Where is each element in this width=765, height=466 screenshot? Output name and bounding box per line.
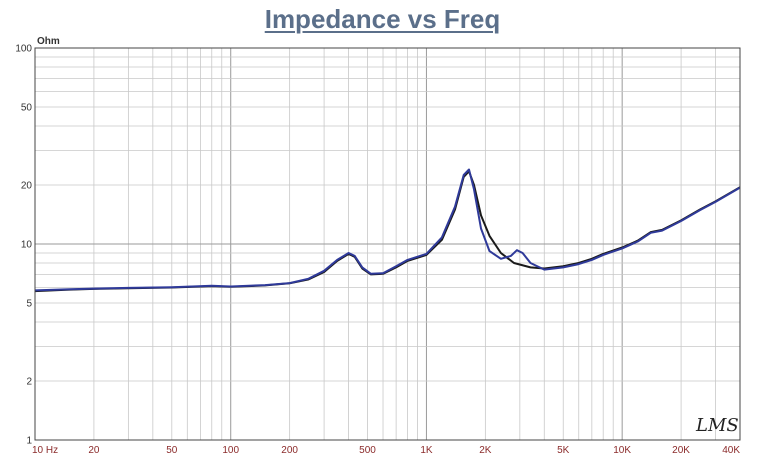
series-line-2 — [34, 168, 741, 292]
x-tick-label: 10K — [613, 445, 631, 456]
y-tick-label: 20 — [21, 180, 33, 191]
x-tick-label: 200 — [281, 445, 298, 456]
y-tick-labels: 1 2 5 10 20 50 100 — [15, 44, 32, 447]
x-tick-label: 50 — [166, 445, 178, 456]
x-tick-label: 10 Hz — [32, 445, 58, 456]
x-tick-label: 500 — [359, 445, 376, 456]
y-tick-label: 2 — [26, 376, 32, 387]
x-tick-label: 40K — [722, 445, 740, 456]
plot-frame — [34, 47, 741, 441]
y-tick-label: 50 — [21, 103, 33, 114]
x-tick-label: 20 — [88, 445, 100, 456]
x-tick-label: 1K — [420, 445, 433, 456]
y-tick-label: 5 — [26, 299, 32, 310]
lms-logo: LMS — [695, 415, 739, 436]
x-tick-label: 5K — [557, 445, 570, 456]
series-group — [34, 168, 741, 293]
y-tick-label: 10 — [21, 240, 33, 251]
y-tick-label: 1 — [26, 436, 32, 447]
x-tick-labels: 10 Hz 20 50 100 200 500 1K 2K 5K 10K 20K 40K — [32, 445, 740, 456]
x-tick-label: 20K — [672, 445, 690, 456]
x-tick-label: 2K — [479, 445, 492, 456]
x-tick-label: 100 — [222, 445, 239, 456]
y-unit-label: Ohm — [37, 36, 60, 47]
chart-title: Impedance vs Freq — [264, 4, 501, 34]
y-tick-label: 100 — [15, 44, 32, 55]
